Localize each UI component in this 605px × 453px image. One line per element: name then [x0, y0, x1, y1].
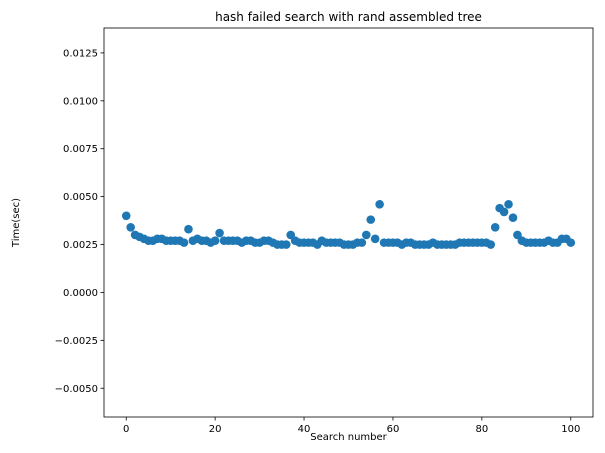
data-point — [375, 199, 384, 209]
x-axis-label: Search number — [310, 432, 387, 443]
data-points — [121, 199, 576, 249]
x-tick-label: 60 — [387, 424, 400, 435]
x-tick-label: 100 — [561, 424, 580, 435]
data-point — [508, 213, 518, 223]
data-point — [504, 199, 513, 209]
y-tick-label: 0.0050 — [63, 192, 98, 203]
data-point — [210, 236, 220, 246]
x-tick-label: 20 — [209, 424, 222, 435]
data-point — [490, 222, 500, 232]
chart-title: hash failed search with rand assembled t… — [215, 10, 482, 24]
data-point — [566, 238, 576, 247]
x-axis-ticks: 0 20 40 60 80 100 — [123, 417, 580, 435]
data-point — [126, 222, 135, 232]
y-tick-label: 0.0025 — [63, 240, 98, 251]
data-point — [486, 240, 496, 249]
y-axis-label: Time(sec) — [11, 198, 22, 248]
data-point — [179, 238, 189, 247]
data-point — [281, 240, 291, 249]
y-tick-label: 0.0100 — [63, 96, 98, 107]
x-tick-label: 0 — [123, 424, 129, 435]
data-point — [184, 224, 193, 234]
y-tick-label: 0.0125 — [63, 48, 98, 59]
data-point — [499, 207, 509, 217]
y-tick-label: 0.0000 — [63, 288, 98, 299]
y-tick-label: −0.0025 — [55, 336, 98, 347]
x-tick-label: 80 — [475, 424, 488, 435]
y-tick-label: −0.0050 — [55, 384, 98, 395]
x-tick-label: 40 — [298, 424, 311, 435]
data-point — [370, 234, 380, 244]
y-axis-ticks: −0.0050 −0.0025 0.0000 0.0025 0.0050 0.0075 0.… — [55, 48, 104, 395]
y-tick-label: 0.0075 — [63, 144, 98, 155]
data-point — [121, 211, 131, 221]
data-point — [361, 230, 371, 240]
plot-frame — [103, 27, 594, 418]
data-point — [357, 238, 367, 247]
data-point — [366, 215, 376, 224]
data-point — [215, 228, 224, 238]
